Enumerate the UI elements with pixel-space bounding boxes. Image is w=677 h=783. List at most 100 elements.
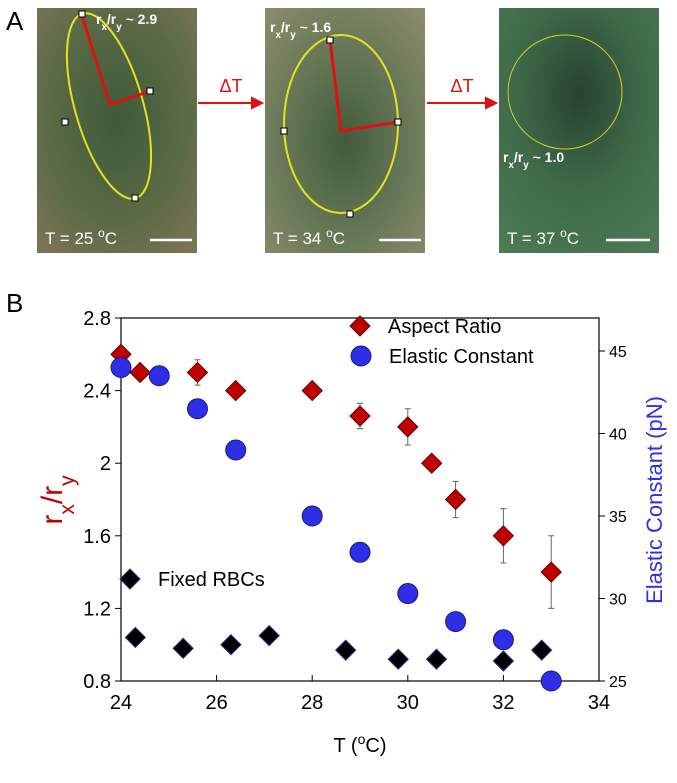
point	[349, 541, 371, 563]
panel-a	[37, 8, 659, 253]
legend-label: Aspect Ratio	[388, 316, 501, 338]
ratio-label-part: x	[508, 160, 514, 171]
legend-marker	[349, 315, 371, 337]
point	[540, 561, 562, 583]
y-axis-label-part: /r	[36, 486, 69, 504]
ratio-label-part: r	[270, 19, 276, 35]
y-tick-label: 2.4	[83, 381, 111, 403]
temperature-label-part: T = 37	[507, 229, 560, 248]
ratio-label: rx/ry ~ 1.6	[270, 19, 331, 41]
x-axis-label-part: T (	[334, 735, 358, 757]
point	[444, 488, 467, 511]
y-axis-label: rx/ry	[36, 475, 79, 525]
x-tick-label: 26	[205, 692, 227, 714]
y-tick-label: 2.8	[83, 308, 111, 330]
point	[110, 357, 132, 378]
temperature-label-part: T = 25	[45, 229, 98, 248]
point	[425, 648, 448, 670]
temperature-label: T = 34 oC	[273, 226, 345, 248]
handles	[61, 10, 154, 202]
point	[334, 639, 357, 661]
ratio-label-part: y	[116, 22, 122, 33]
point	[397, 583, 419, 605]
point	[124, 626, 147, 649]
point	[301, 379, 323, 402]
y2-tick-label: 30	[609, 592, 627, 609]
y-tick-label: 0.8	[83, 671, 111, 693]
arrows	[198, 96, 499, 110]
point	[148, 365, 170, 387]
point	[220, 633, 242, 656]
y-tick-label: 1.6	[83, 526, 111, 548]
legend-label: Fixed RBCs	[158, 569, 265, 591]
legend-label: Elastic Constant	[389, 346, 534, 368]
point	[530, 639, 553, 661]
point	[225, 379, 247, 402]
handles	[280, 36, 402, 218]
y2-tick-label: 40	[609, 427, 627, 444]
temperature-label-part: C	[333, 229, 345, 248]
ratio-label-part: /r	[281, 19, 291, 35]
legend-marker	[350, 345, 372, 367]
ratio-label-part: /r	[107, 11, 117, 27]
legend-marker	[119, 568, 141, 590]
point	[420, 452, 443, 474]
x-axis-label: T (oC)	[334, 731, 387, 757]
y-axis-label-part: y	[56, 475, 79, 486]
point	[387, 648, 409, 670]
point	[129, 361, 151, 384]
y2-tick-label: 45	[609, 344, 627, 361]
x-axis-label-part: C)	[365, 735, 386, 757]
point	[225, 439, 247, 461]
point	[492, 629, 514, 651]
ratio-label: rx/ry ~ 1.0	[503, 149, 564, 171]
point	[445, 611, 467, 633]
ratio-label-part: x	[275, 30, 281, 41]
x-tick-label: 28	[301, 692, 323, 714]
micrograph	[499, 8, 659, 253]
micrograph	[37, 8, 197, 253]
ratio-label-part: y	[290, 30, 296, 41]
temperature-label-part: T = 34	[273, 229, 326, 248]
point	[172, 637, 194, 660]
ratio-label-part: ~ 2.9	[122, 11, 158, 27]
ratio-label-part: ~ 1.0	[529, 149, 565, 165]
temperature-label-part: C	[105, 229, 117, 248]
x-tick-label: 30	[397, 692, 419, 714]
y2-tick-label: 35	[609, 509, 627, 526]
x-tick-label: 32	[492, 692, 514, 714]
ratio-label-part: /r	[514, 149, 524, 165]
ratio-label-part: y	[523, 160, 529, 171]
ratio-label-part: r	[503, 149, 509, 165]
temperature-label-part: o	[98, 226, 105, 240]
point	[492, 650, 515, 672]
y-axis-label-part: x	[56, 504, 79, 515]
y2-tick-label: 25	[609, 674, 627, 691]
y-tick-label: 2	[100, 453, 111, 475]
ratio-label-part: x	[101, 22, 107, 33]
point	[349, 405, 371, 427]
point	[492, 525, 515, 547]
point	[186, 398, 208, 420]
panel-label: B	[6, 288, 23, 318]
temperature-label-part: C	[567, 229, 579, 248]
temperature-label: T = 25 oC	[45, 226, 117, 248]
radius-lines	[80, 15, 151, 107]
point	[186, 361, 209, 384]
y-axis-label-part: r	[36, 515, 69, 525]
x-tick-label: 24	[110, 692, 132, 714]
x-tick-label: 34	[588, 692, 610, 714]
ratio-label-part: r	[96, 11, 102, 27]
temperature-label: T = 37 oC	[507, 226, 579, 248]
panel-label: A	[6, 6, 24, 36]
y2-axis-label: Elastic Constant (pN)	[642, 396, 667, 604]
x-axis-label-part: o	[358, 731, 366, 747]
point	[258, 624, 280, 647]
cell-outline	[507, 34, 623, 150]
arrow-label: ΔT	[450, 76, 473, 96]
arrow-label: ΔT	[219, 76, 242, 96]
point	[301, 505, 323, 527]
point	[397, 416, 419, 438]
temperature-label-part: o	[326, 226, 333, 240]
